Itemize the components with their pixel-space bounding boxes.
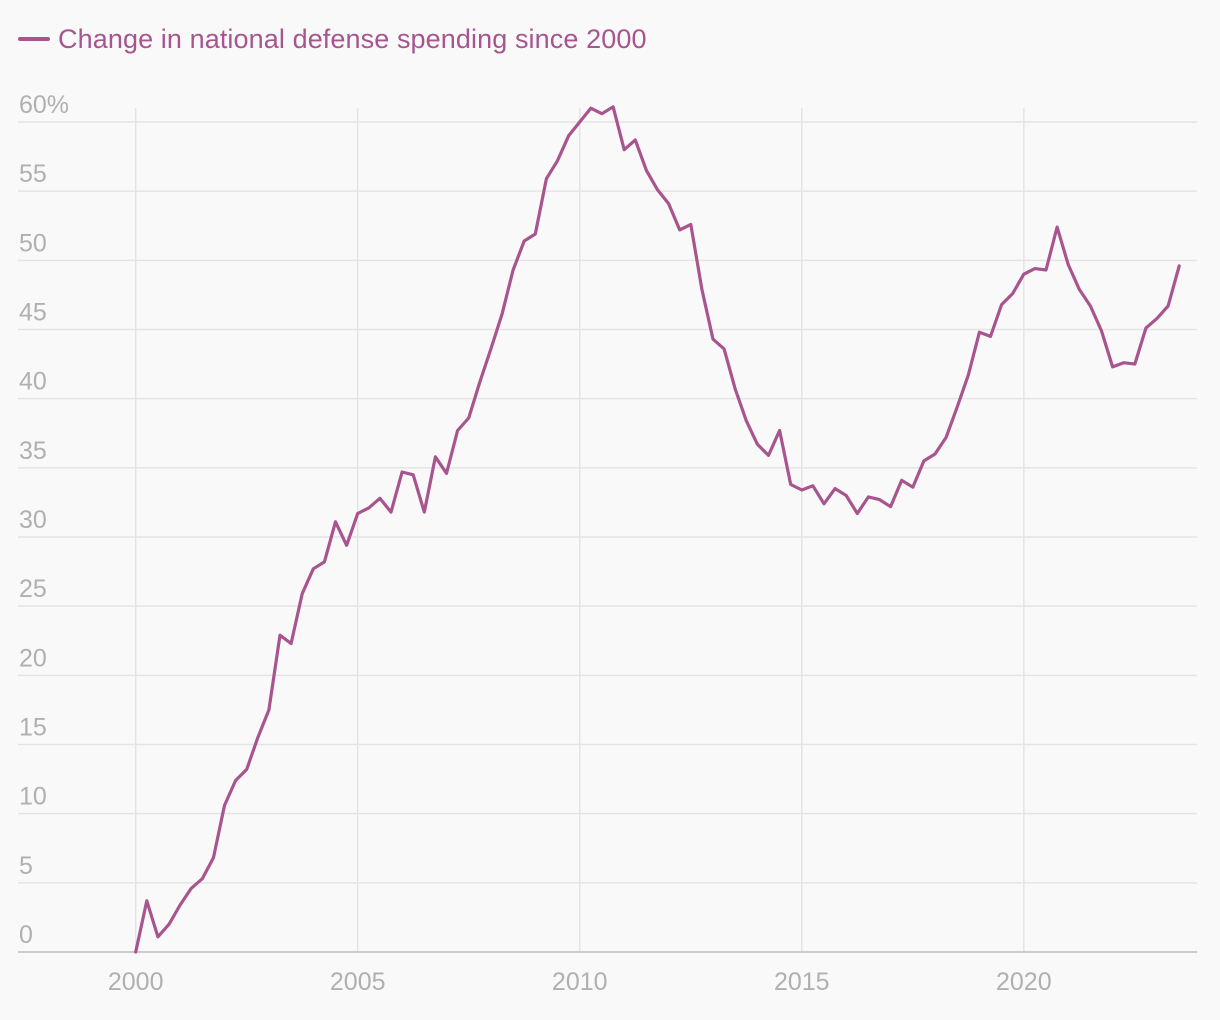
y-tick-label-20: 20 bbox=[19, 644, 47, 672]
y-tick-label-45: 45 bbox=[19, 299, 47, 327]
x-gridlines bbox=[134, 108, 1025, 952]
defense-spending-series-line bbox=[134, 105, 1181, 954]
y-tick-label-5: 5 bbox=[19, 852, 33, 880]
x-tick-label-2010: 2010 bbox=[552, 968, 608, 996]
y-tick-label-25: 25 bbox=[19, 575, 47, 603]
y-tick-label-60: 60% bbox=[19, 91, 69, 119]
x-tick-label-2015: 2015 bbox=[774, 968, 830, 996]
y-tick-label-40: 40 bbox=[19, 368, 47, 396]
y-tick-label-15: 15 bbox=[19, 714, 47, 742]
x-tick-label-2000: 2000 bbox=[108, 968, 164, 996]
y-tick-label-35: 35 bbox=[19, 437, 47, 465]
y-tick-label-30: 30 bbox=[19, 506, 47, 534]
chart-legend: Change in national defense spending sinc… bbox=[18, 22, 647, 56]
legend-line-swatch bbox=[18, 37, 50, 41]
x-tick-label-2020: 2020 bbox=[996, 968, 1052, 996]
x-axis-tick-labels: 2000 2005 2010 2015 2020 bbox=[108, 968, 1052, 996]
y-axis-tick-labels: 0 5 10 15 20 25 30 35 40 45 50 55 60% bbox=[19, 91, 69, 949]
y-tick-label-0: 0 bbox=[19, 921, 33, 949]
y-tick-label-55: 55 bbox=[19, 160, 47, 188]
y-tick-label-50: 50 bbox=[19, 229, 47, 257]
y-gridlines bbox=[18, 121, 1197, 884]
y-tick-label-10: 10 bbox=[19, 783, 47, 811]
legend-label: Change in national defense spending sinc… bbox=[58, 23, 647, 54]
x-tick-label-2005: 2005 bbox=[330, 968, 386, 996]
